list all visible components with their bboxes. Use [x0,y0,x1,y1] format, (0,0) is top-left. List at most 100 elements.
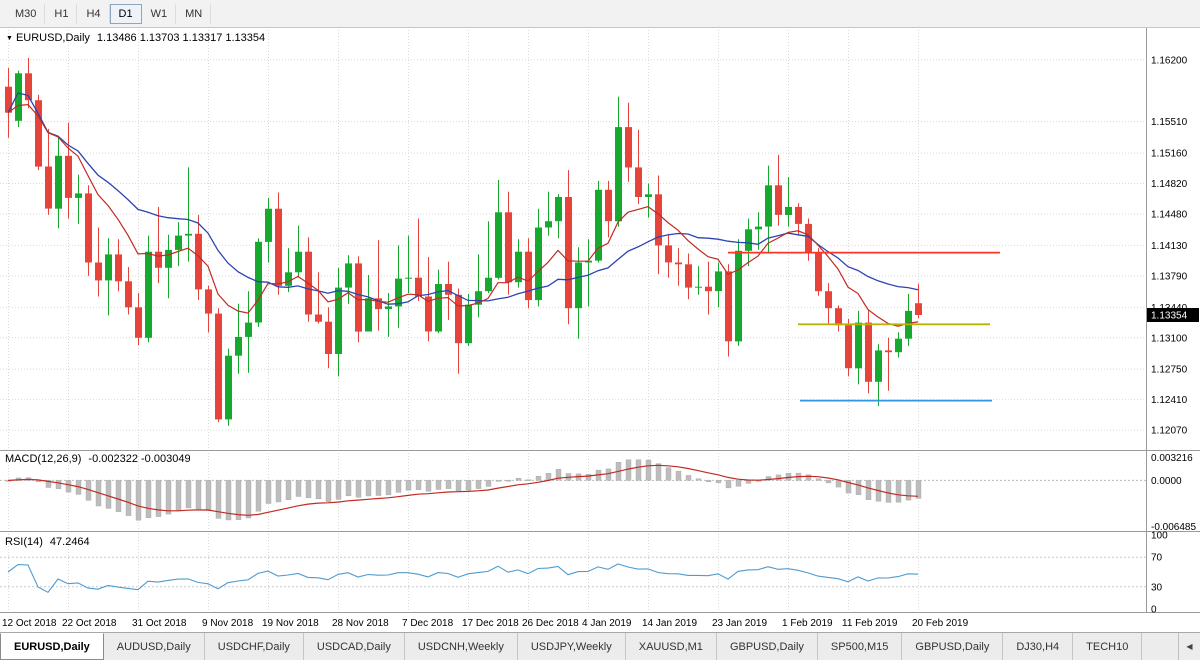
chart-tab-sp500-m15[interactable]: SP500,M15 [818,633,903,660]
chart-tab-audusd-daily[interactable]: AUDUSD,Daily [104,633,205,660]
svg-text:1 Feb 2019: 1 Feb 2019 [782,618,833,629]
current-price-badge [1147,308,1199,322]
candle-body [515,251,522,283]
candle-body [655,194,662,246]
candle-body [535,227,542,301]
svg-text:1.14130: 1.14130 [1151,241,1188,252]
candle-body [815,252,822,292]
candle-body [225,355,232,420]
timeframe-button-h1[interactable]: H1 [45,3,78,24]
timeframe-button-m30[interactable]: M30 [6,3,46,24]
candle-body [625,127,632,168]
chart-tab-gbpusd-daily[interactable]: GBPUSD,Daily [902,633,1004,660]
candle-body [665,245,672,263]
svg-text:26 Dec 2018: 26 Dec 2018 [522,618,579,629]
candle-body [465,304,472,344]
candle-body [685,264,692,288]
candle-body [285,272,292,286]
candle-body [845,325,852,369]
chart-tab-dj30-h4[interactable]: DJ30,H4 [1003,633,1074,660]
candle-body [615,127,622,222]
candle-body [145,251,152,338]
candle-body [265,208,272,242]
candle-body [835,308,842,326]
svg-text:0: 0 [1151,605,1157,616]
candle-body [675,262,682,265]
candle-body [185,233,192,236]
candle-body [865,322,872,382]
timeframe-button-mn[interactable]: MN [176,3,212,24]
candle-body [635,167,642,197]
timeframe-toolbar: M30 H1 H4 D1 W1 MN [0,0,1200,28]
svg-text:17 Dec 2018: 17 Dec 2018 [462,618,519,629]
candle-body [235,336,242,356]
candle-body [335,287,342,354]
svg-text:1.16200: 1.16200 [1151,55,1188,66]
candle-body [325,321,332,354]
candle-body [645,194,652,197]
svg-text:1.13790: 1.13790 [1151,271,1188,282]
candle-body [705,286,712,292]
candle-body [135,307,142,338]
svg-text:1.14480: 1.14480 [1151,210,1188,221]
svg-text:-0.006485: -0.006485 [1151,522,1196,533]
timeframe-button-w1[interactable]: W1 [142,3,177,24]
symbol-dropdown-icon[interactable]: ▼ [6,35,13,42]
candle-body [315,314,322,322]
candle-body [775,185,782,215]
chart-tab-usdchf-daily[interactable]: USDCHF,Daily [205,633,304,660]
svg-text:1.15510: 1.15510 [1151,117,1188,128]
svg-text:1.13100: 1.13100 [1151,333,1188,344]
svg-text:0.003216: 0.003216 [1151,453,1193,464]
candle-body [455,294,462,344]
candle-body [155,251,162,268]
candle-body [165,249,172,268]
svg-text:28 Nov 2018: 28 Nov 2018 [332,618,389,629]
candle-body [395,278,402,307]
candle-body [95,262,102,281]
timeframe-button-d1[interactable]: D1 [109,3,142,24]
macd-signal-line [7,464,919,516]
price-chart-canvas[interactable]: 1.16200 1.15510 1.15160 1.14820 1.14480 1.141… [0,28,1200,632]
candle-body [475,291,482,305]
candle-body [375,298,382,310]
candle-body [45,166,52,209]
chart-tab-tech10[interactable]: TECH10 [1073,633,1143,660]
candle-body [575,262,582,309]
svg-text:1.12410: 1.12410 [1151,395,1188,406]
candle-body [495,212,502,278]
candle-body [195,233,202,290]
candle-body [505,212,512,283]
candle-body [725,271,732,342]
svg-text:20 Feb 2019: 20 Feb 2019 [912,618,969,629]
candle-body [525,251,532,301]
svg-text:4 Jan 2019: 4 Jan 2019 [582,618,632,629]
candle-body [345,263,352,288]
candle-body [215,313,222,420]
candle-body [915,303,922,315]
chart-tab-usdjpy-weekly[interactable]: USDJPY,Weekly [518,633,626,660]
svg-text:23 Jan 2019: 23 Jan 2019 [712,618,767,629]
chart-tab-usdcad-daily[interactable]: USDCAD,Daily [304,633,405,660]
candle-body [855,322,862,369]
svg-text:7 Dec 2018: 7 Dec 2018 [402,618,454,629]
tab-scroll-left-button[interactable]: ◀ [1178,633,1200,660]
chart-tab-xauusd-m1[interactable]: XAUUSD,M1 [626,633,717,660]
chart-window[interactable]: 1.16200 1.15510 1.15160 1.14820 1.14480 1.141… [0,28,1200,632]
candle-body [595,189,602,261]
candle-body [585,260,592,263]
chart-background [0,28,1200,632]
candle-body [745,229,752,251]
chart-tab-gbpusd-daily[interactable]: GBPUSD,Daily [717,633,818,660]
chart-tab-eurusd-daily[interactable]: EURUSD,Daily [0,633,104,660]
axis-frame [0,28,1200,613]
candle-body [365,298,372,332]
candle-body [55,155,62,209]
timeframe-button-h4[interactable]: H4 [77,3,110,24]
candle-body [275,208,282,286]
candle-body [245,322,252,337]
candle-body [795,206,802,224]
svg-text:1.15160: 1.15160 [1151,149,1188,160]
candle-body [25,73,32,101]
chart-tab-usdcnh-weekly[interactable]: USDCNH,Weekly [405,633,518,660]
